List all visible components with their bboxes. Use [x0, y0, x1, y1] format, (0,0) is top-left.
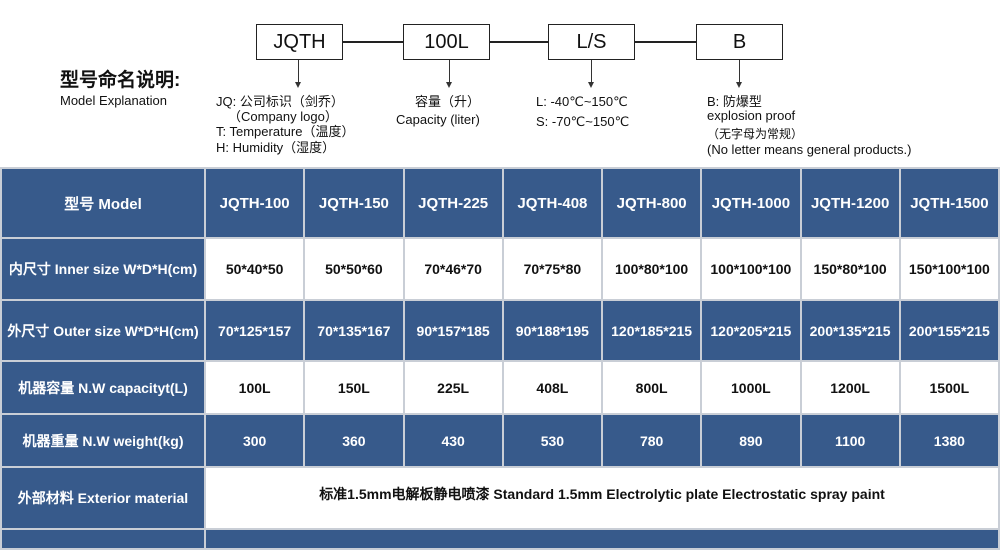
note: explosion proof: [707, 108, 796, 123]
cell: 100*100*100: [700, 237, 802, 301]
connector: [490, 41, 548, 43]
header-cell: JQTH-100: [203, 167, 306, 239]
cell: 890: [700, 413, 802, 468]
table-row: 机器容量 N.W capacityt(L) 100L 150L 225L 408…: [0, 360, 1000, 415]
spec-table: 型号 Model JQTH-100 JQTH-150 JQTH-225 JQTH…: [0, 167, 1000, 550]
table-row-partial: [0, 528, 1000, 550]
cell: [204, 528, 1000, 550]
row-label: 内尺寸 Inner size W*D*H(cm): [0, 237, 206, 301]
title-cn: 型号命名说明:: [60, 70, 181, 91]
cell: 70*125*157: [203, 299, 306, 362]
arrow-down-icon: [446, 60, 452, 88]
table-row: 外尺寸 Outer size W*D*H(cm) 70*125*157 70*1…: [0, 299, 1000, 362]
cell: 100L: [203, 360, 306, 415]
cell: 1000L: [700, 360, 802, 415]
cell: 530: [501, 413, 604, 468]
cell: 430: [402, 413, 504, 468]
header-cell: JQTH-1000: [700, 167, 802, 239]
cell: 200*135*215: [799, 299, 901, 362]
cell: 200*155*215: [898, 299, 1000, 362]
cell: 120*205*215: [700, 299, 802, 362]
cell: 70*75*80: [501, 237, 604, 301]
cell: 90*157*185: [402, 299, 504, 362]
note: Capacity (liter): [396, 112, 480, 127]
note: （Company logo）: [228, 109, 338, 124]
note: T: Temperature（温度）: [216, 124, 355, 139]
cell: 1100: [799, 413, 901, 468]
row-label: 外部材料 Exterior material: [0, 466, 206, 530]
cell: 360: [303, 413, 405, 468]
cell: 70*135*167: [303, 299, 405, 362]
note: B: 防爆型: [707, 94, 762, 109]
cell: 800L: [600, 360, 703, 415]
cell: 50*50*60: [303, 237, 405, 301]
note: JQ: 公司标识（剑乔）: [216, 94, 344, 109]
arrow-down-icon: [736, 60, 742, 88]
cell: 150L: [303, 360, 405, 415]
box-temp: L/S: [548, 24, 635, 60]
note: （无字母为常规）: [707, 127, 804, 141]
box-capacity: 100L: [403, 24, 490, 60]
note: H: Humidity（湿度）: [216, 140, 336, 155]
cell: 780: [600, 413, 703, 468]
title-en: Model Explanation: [60, 93, 167, 108]
row-label: 机器重量 N.W weight(kg): [0, 413, 206, 468]
note: (No letter means general products.): [707, 142, 912, 157]
cell: 1500L: [898, 360, 1000, 415]
note: L: -40℃~150℃: [536, 94, 628, 109]
table-row-exterior: 外部材料 Exterior material 标准1.5mm电解板静电喷漆 St…: [0, 466, 1000, 530]
note: S: -70℃~150℃: [536, 114, 630, 129]
cell: 225L: [402, 360, 504, 415]
arrow-down-icon: [295, 60, 301, 88]
connector: [343, 41, 403, 43]
cell: 100*80*100: [600, 237, 703, 301]
cell: 1200L: [799, 360, 901, 415]
connector: [635, 41, 696, 43]
cell: 150*100*100: [898, 237, 1000, 301]
cell: 1380: [898, 413, 1000, 468]
cell: 50*40*50: [203, 237, 306, 301]
header-cell: JQTH-1200: [799, 167, 901, 239]
table-row: 机器重量 N.W weight(kg) 300 360 430 530 780 …: [0, 413, 1000, 468]
exterior-value: 标准1.5mm电解板静电喷漆 Standard 1.5mm Electrolyt…: [204, 466, 1000, 530]
header-label: 型号 Model: [0, 167, 206, 239]
box-jqth: JQTH: [256, 24, 343, 60]
header-cell: JQTH-408: [501, 167, 604, 239]
cell: 70*46*70: [402, 237, 504, 301]
cell: 90*188*195: [501, 299, 604, 362]
row-label: 机器容量 N.W capacityt(L): [0, 360, 206, 415]
header-cell: JQTH-150: [303, 167, 405, 239]
row-label: 外尺寸 Outer size W*D*H(cm): [0, 299, 206, 362]
arrow-down-icon: [588, 60, 594, 88]
cell: 300: [203, 413, 306, 468]
cell: 150*80*100: [799, 237, 901, 301]
cell: [0, 528, 206, 550]
box-explosion: B: [696, 24, 783, 60]
header-cell: JQTH-800: [600, 167, 703, 239]
header-cell: JQTH-1500: [898, 167, 1000, 239]
cell: 408L: [501, 360, 604, 415]
table-header-row: 型号 Model JQTH-100 JQTH-150 JQTH-225 JQTH…: [0, 167, 1000, 239]
header-cell: JQTH-225: [402, 167, 504, 239]
cell: 120*185*215: [600, 299, 703, 362]
table-row: 内尺寸 Inner size W*D*H(cm) 50*40*50 50*50*…: [0, 237, 1000, 301]
note: 容量（升）: [415, 94, 481, 109]
